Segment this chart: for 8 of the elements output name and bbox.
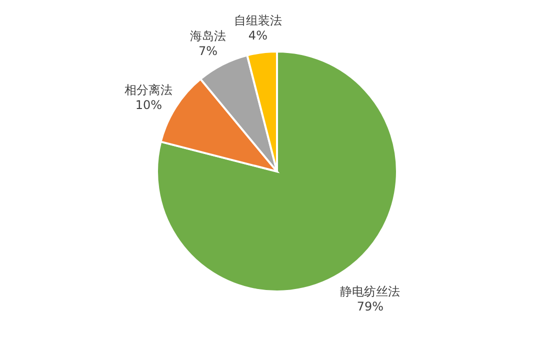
slice-label: 自组装法 [234, 14, 282, 28]
slice-label: 静电纺丝法 [340, 284, 400, 299]
slice-label: 海岛法 [190, 29, 226, 44]
data-label: 4% [248, 28, 268, 43]
data-label: 7% [198, 44, 218, 58]
data-label: 79% [356, 300, 384, 314]
data-label: 10% [135, 98, 162, 112]
slice-label: 相分离法 [124, 83, 173, 98]
